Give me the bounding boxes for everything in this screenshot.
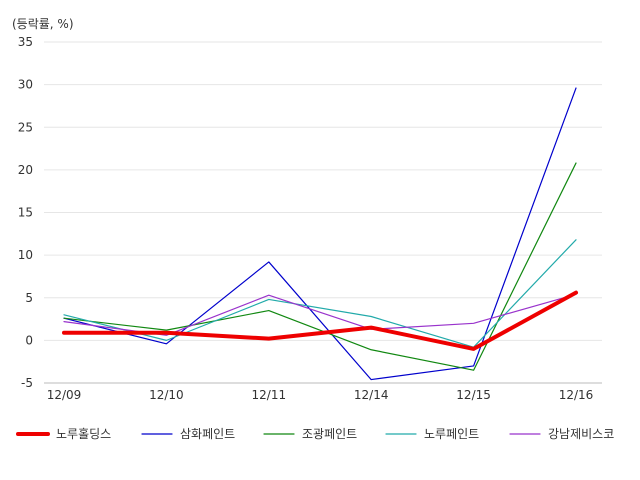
legend-item: 조광페인트: [263, 427, 357, 441]
y-tick-label: 5: [25, 291, 33, 305]
x-tick-label: 12/11: [252, 388, 287, 402]
series-line: [63, 293, 577, 336]
gridlines: [44, 41, 602, 341]
y-tick-label: 10: [18, 248, 33, 262]
legend-item: 노루홀딩스: [16, 427, 111, 441]
legend-label: 강남제비스코: [548, 427, 614, 441]
legend-label: 삼화페인트: [180, 427, 235, 441]
x-tick-label: 12/09: [47, 388, 82, 402]
series-line: [62, 290, 578, 351]
y-tick-label: 15: [18, 206, 33, 220]
legend: 노루홀딩스 삼화페인트 조광페인트 노루페인트 강남제비스코: [16, 427, 614, 441]
legend-label: 노루홀딩스: [56, 427, 111, 441]
x-tick-label: 12/16: [559, 388, 594, 402]
x-tick-label: 12/15: [456, 388, 491, 402]
y-tick-label: 35: [18, 35, 33, 49]
x-tick-label: 12/14: [354, 388, 389, 402]
series-line: [63, 87, 577, 381]
legend-item: 삼화페인트: [141, 427, 235, 441]
y-axis-ticks: -5 0 5 10 15 20 25 30 35: [18, 35, 33, 390]
series-line: [63, 162, 577, 371]
y-tick-label: 25: [18, 120, 33, 134]
legend-label: 조광페인트: [302, 427, 357, 441]
y-tick-label: 0: [25, 333, 33, 347]
y-tick-label: 20: [18, 163, 33, 177]
x-tick-label: 12/10: [149, 388, 184, 402]
legend-item: 강남제비스코: [509, 427, 614, 441]
x-axis-ticks: 12/09 12/10 12/11 12/14 12/15 12/16: [47, 388, 594, 402]
legend-label: 노루페인트: [424, 427, 479, 441]
legend-item: 노루페인트: [385, 427, 479, 441]
y-axis-unit-label: (등락률, %): [12, 17, 74, 31]
y-tick-label: -5: [21, 376, 33, 390]
series-line: [63, 239, 577, 348]
series-lines: [62, 87, 578, 381]
y-tick-label: 30: [18, 78, 33, 92]
